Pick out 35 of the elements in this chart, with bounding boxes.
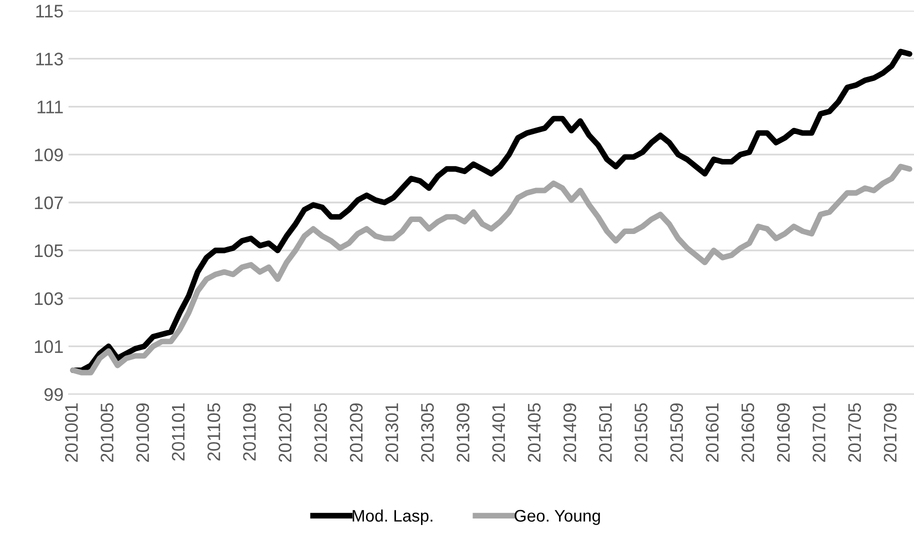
- y-tick-label: 109: [34, 148, 63, 162]
- x-tick-label: 201109: [243, 403, 256, 461]
- y-tick-label: 107: [34, 196, 63, 210]
- y-tick-label: 113: [36, 52, 63, 66]
- x-tick-label: 201301: [385, 403, 398, 462]
- x-tick-label: 201205: [314, 403, 328, 462]
- legend-label: Mod. Lasp.: [352, 509, 432, 525]
- x-tick-label: 201305: [421, 403, 434, 462]
- x-tick-label: 201001: [65, 403, 78, 462]
- x-tick-label: 201105: [207, 403, 220, 461]
- x-tick-label: 201601: [706, 403, 719, 462]
- y-tick-label: 111: [38, 100, 63, 114]
- x-tick-label: 201605: [741, 403, 754, 462]
- x-tick-label: 201209: [350, 403, 363, 462]
- x-tick-label: 201401: [492, 403, 506, 462]
- y-tick-label: 99: [44, 388, 63, 401]
- x-tick-label: 201005: [100, 403, 114, 462]
- y-tick-label: 105: [34, 244, 63, 258]
- x-tick-label: 201009: [136, 403, 150, 462]
- x-tick-label: 201509: [670, 403, 684, 462]
- x-tick-label: 201201: [278, 403, 292, 462]
- x-tick-label: 201705: [848, 403, 861, 462]
- x-tick-label: 201505: [634, 403, 648, 462]
- x-tick-label: 201409: [563, 403, 576, 462]
- x-tick-label: 201101: [172, 403, 185, 461]
- x-tick-label: 201701: [812, 403, 826, 462]
- x-tick-label: 201501: [599, 403, 612, 462]
- y-tick-label: 101: [34, 340, 63, 353]
- legend-label: Geo. Young: [514, 510, 600, 525]
- x-tick-label: 201709: [884, 403, 897, 462]
- x-tick-label: 201609: [777, 403, 790, 462]
- x-tick-label: 201309: [456, 403, 470, 462]
- x-tick-label: 201405: [528, 403, 541, 462]
- y-tick-label: 115: [36, 4, 63, 18]
- y-tick-label: 103: [34, 292, 63, 306]
